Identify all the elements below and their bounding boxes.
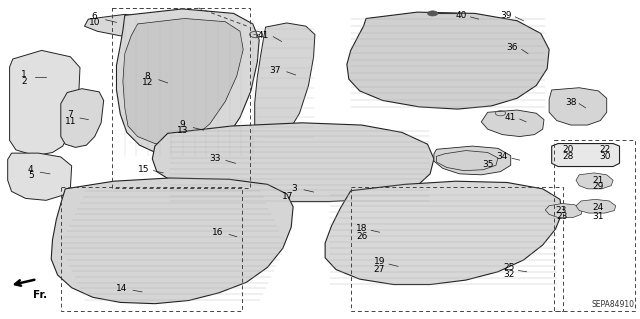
Text: 34: 34 bbox=[497, 152, 508, 161]
Text: 4: 4 bbox=[28, 165, 33, 174]
Circle shape bbox=[428, 11, 438, 16]
Text: 1: 1 bbox=[22, 70, 27, 79]
Text: 8: 8 bbox=[145, 72, 150, 81]
Text: 13: 13 bbox=[177, 126, 188, 135]
Polygon shape bbox=[10, 50, 80, 156]
Text: 11: 11 bbox=[65, 117, 76, 126]
Text: 27: 27 bbox=[374, 265, 385, 274]
Text: 2: 2 bbox=[22, 77, 27, 86]
Polygon shape bbox=[549, 88, 607, 125]
Text: 38: 38 bbox=[566, 98, 577, 107]
Text: 15: 15 bbox=[138, 165, 150, 174]
Text: 21: 21 bbox=[593, 176, 604, 185]
Text: 5: 5 bbox=[28, 171, 33, 180]
Text: 18: 18 bbox=[356, 224, 367, 233]
Polygon shape bbox=[545, 204, 582, 218]
Polygon shape bbox=[116, 9, 259, 157]
Text: 23: 23 bbox=[556, 206, 567, 215]
Text: 22: 22 bbox=[599, 145, 611, 154]
Text: 30: 30 bbox=[599, 152, 611, 161]
Bar bbox=[112, 8, 250, 188]
Polygon shape bbox=[123, 19, 243, 145]
Bar bbox=[61, 187, 242, 311]
Text: 9: 9 bbox=[180, 120, 185, 129]
Text: 16: 16 bbox=[212, 228, 223, 237]
Text: Fr.: Fr. bbox=[33, 290, 47, 300]
Text: 6: 6 bbox=[92, 12, 97, 21]
Text: 31: 31 bbox=[593, 212, 604, 221]
Text: 29: 29 bbox=[593, 182, 604, 191]
Text: 24: 24 bbox=[593, 203, 604, 212]
Text: 7: 7 bbox=[68, 110, 73, 119]
Text: 28: 28 bbox=[563, 152, 574, 161]
Text: 20: 20 bbox=[563, 145, 574, 154]
Polygon shape bbox=[51, 178, 293, 304]
Text: 12: 12 bbox=[141, 78, 153, 87]
Bar bbox=[554, 140, 635, 311]
Text: 37: 37 bbox=[269, 66, 281, 75]
Polygon shape bbox=[576, 173, 613, 189]
Polygon shape bbox=[61, 89, 104, 147]
Text: 3: 3 bbox=[292, 184, 297, 193]
Polygon shape bbox=[8, 153, 72, 200]
Polygon shape bbox=[481, 110, 544, 137]
Polygon shape bbox=[152, 123, 434, 202]
Text: 14: 14 bbox=[116, 284, 127, 293]
Text: SEPA84910: SEPA84910 bbox=[592, 300, 635, 309]
Text: 23: 23 bbox=[556, 212, 568, 221]
Text: 39: 39 bbox=[500, 11, 511, 20]
Polygon shape bbox=[434, 146, 511, 175]
Bar bbox=[351, 187, 563, 311]
Text: 10: 10 bbox=[89, 19, 100, 27]
Polygon shape bbox=[325, 181, 562, 285]
Polygon shape bbox=[347, 12, 549, 109]
Text: 25: 25 bbox=[503, 263, 515, 272]
Text: 36: 36 bbox=[506, 43, 518, 52]
Text: 33: 33 bbox=[209, 154, 221, 163]
Text: 35: 35 bbox=[483, 160, 494, 169]
Text: 40: 40 bbox=[455, 11, 467, 20]
Polygon shape bbox=[552, 144, 620, 167]
Text: 17: 17 bbox=[282, 192, 294, 201]
Polygon shape bbox=[84, 14, 174, 40]
Text: 19: 19 bbox=[374, 257, 385, 266]
Polygon shape bbox=[436, 151, 498, 171]
Text: 26: 26 bbox=[356, 232, 367, 241]
Text: 41: 41 bbox=[258, 31, 269, 40]
Polygon shape bbox=[576, 199, 616, 213]
Polygon shape bbox=[255, 23, 315, 139]
Text: 32: 32 bbox=[503, 270, 515, 279]
Text: 41: 41 bbox=[505, 113, 516, 122]
